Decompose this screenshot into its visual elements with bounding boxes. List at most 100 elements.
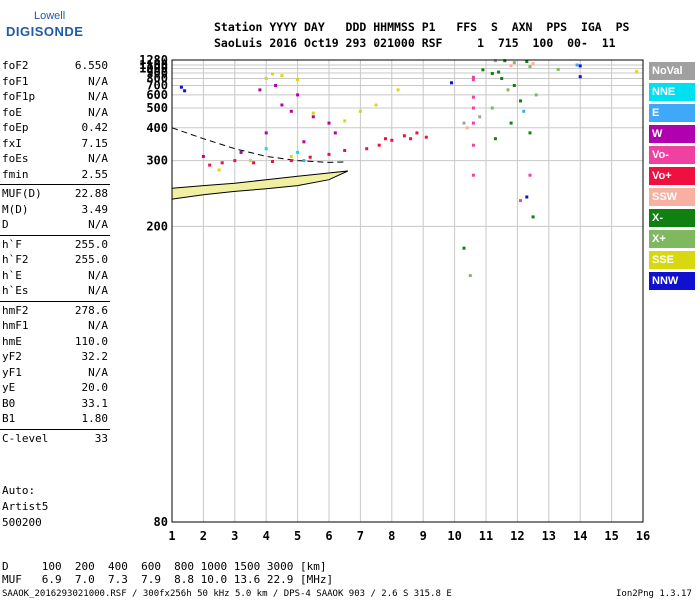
plot-frame xyxy=(171,59,644,523)
param-row: foEs N/A xyxy=(2,151,108,166)
param-label: M(D) xyxy=(2,202,29,216)
echo-point xyxy=(578,64,582,68)
echo-point xyxy=(274,84,278,87)
echo-point xyxy=(311,111,315,115)
chart-tick-labels: 1 2 3 4 5 6 7 8 9 10 11 12 13 14 15 1680200300400500600… xyxy=(139,53,650,543)
echo-point xyxy=(249,159,252,163)
legend-item: W xyxy=(649,125,695,143)
param-value: 110.0 xyxy=(74,334,108,348)
echo-point xyxy=(493,137,497,141)
param-row: foE N/A xyxy=(2,105,108,120)
param-separator xyxy=(0,428,110,430)
x-tick-label: 3 xyxy=(231,529,238,543)
legend-item: E xyxy=(649,104,695,122)
echo-point xyxy=(471,173,475,177)
chart-points xyxy=(179,59,639,278)
echo-point xyxy=(490,106,494,110)
echo-point xyxy=(478,115,482,119)
param-row: hmE 110.0 xyxy=(2,334,108,349)
header-line-1: Station YYYY DAY DDD HHMMSS P1 FFS S AXN… xyxy=(214,20,630,34)
param-label: h`F xyxy=(2,237,22,251)
echo-point xyxy=(528,65,532,69)
echo-point xyxy=(201,154,205,158)
echo-point xyxy=(311,115,315,119)
param-value: 0.42 xyxy=(81,121,109,134)
param-row: h`E N/A xyxy=(2,268,108,283)
y-tick-label: 1100 xyxy=(139,58,168,72)
echo-point xyxy=(271,72,274,76)
param-row: yF2 32.2 xyxy=(2,349,108,364)
legend-item: NNW xyxy=(649,272,695,290)
param-separator xyxy=(0,184,110,185)
param-row: fxI 7.15 xyxy=(2,136,108,151)
x-tick-label: 2 xyxy=(200,529,207,543)
echo-point xyxy=(531,215,535,219)
param-label: h`E xyxy=(2,268,22,282)
param-label: foF2 xyxy=(2,59,29,72)
echo-point xyxy=(509,64,513,68)
param-value: 33.1 xyxy=(81,396,109,410)
x-tick-label: 9 xyxy=(420,529,427,543)
param-value: N/A xyxy=(88,268,108,282)
echo-point xyxy=(497,70,501,74)
echo-point xyxy=(415,131,419,135)
echo-point xyxy=(343,149,347,152)
param-value: 255.0 xyxy=(74,253,108,266)
param-value: N/A xyxy=(88,284,108,297)
param-value: 3.49 xyxy=(81,202,109,216)
echo-point xyxy=(327,152,331,156)
param-value: 33 xyxy=(94,431,108,445)
echo-point xyxy=(296,78,300,82)
param-row: M(D) 3.49 xyxy=(2,202,108,217)
param-label: MUF(D) xyxy=(2,187,42,200)
echo-point xyxy=(296,150,300,154)
echo-point xyxy=(500,77,504,80)
param-row: foF2 6.550 xyxy=(2,58,108,73)
footer-muf-line: MUF 6.9 7.0 7.3 7.9 8.8 10.0 13.6 22.9 [… xyxy=(2,573,334,586)
echo-point xyxy=(402,134,406,138)
echo-point xyxy=(264,147,268,151)
param-row: hmF2 278.6 xyxy=(2,303,108,318)
x-tick-label: 11 xyxy=(479,529,493,543)
param-row: D N/A xyxy=(2,217,108,232)
echo-point xyxy=(528,131,532,135)
echo-point xyxy=(374,103,378,107)
echo-point xyxy=(531,62,535,65)
y-tick-label: 1280 xyxy=(139,53,168,67)
y-tick-label: 1000 xyxy=(139,62,168,76)
x-tick-label: 14 xyxy=(573,529,587,543)
y-tick-label: 200 xyxy=(146,219,168,233)
chart-grid xyxy=(171,59,644,523)
echo-point xyxy=(471,143,475,147)
param-separator xyxy=(0,234,110,236)
echo-point xyxy=(280,103,284,107)
echo-point xyxy=(534,93,538,97)
y-tick-label: 400 xyxy=(146,121,168,135)
profile-trace xyxy=(171,170,349,200)
param-row: foF1p N/A xyxy=(2,89,108,104)
echo-point xyxy=(252,161,256,165)
echo-point xyxy=(258,88,262,92)
echo-point xyxy=(289,154,293,158)
param-value: N/A xyxy=(88,105,108,119)
param-label: hmF2 xyxy=(2,303,29,317)
auto-label: Auto: xyxy=(2,484,36,497)
y-tick-label: 80 xyxy=(154,515,168,529)
legend-item: SSW xyxy=(649,188,695,206)
param-value: N/A xyxy=(88,365,108,379)
param-value: N/A xyxy=(88,152,108,165)
echo-point xyxy=(471,121,475,125)
x-tick-label: 12 xyxy=(510,529,524,543)
echo-point xyxy=(390,138,394,142)
param-row: hmF1 N/A xyxy=(2,318,108,333)
echo-point xyxy=(365,147,369,151)
y-tick-label: 700 xyxy=(146,79,168,93)
param-label: h`Es xyxy=(2,284,29,297)
echo-point xyxy=(519,199,522,203)
x-tick-label: 10 xyxy=(447,529,461,543)
x-tick-label: 7 xyxy=(357,529,364,543)
echo-point xyxy=(519,99,522,103)
x-tick-label: 6 xyxy=(325,529,332,543)
echo-point xyxy=(490,72,494,75)
echo-point xyxy=(509,121,513,125)
